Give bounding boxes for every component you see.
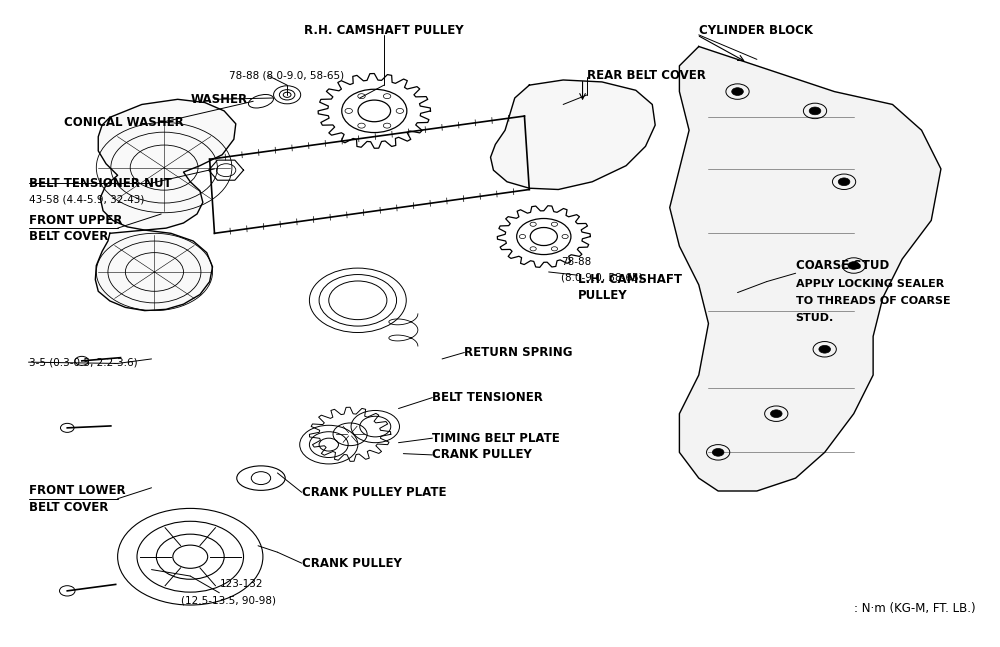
Text: BELT COVER: BELT COVER: [29, 230, 108, 243]
Text: : N·m (KG-M, FT. LB.): : N·m (KG-M, FT. LB.): [854, 602, 975, 615]
Text: CRANK PULLEY PLATE: CRANK PULLEY PLATE: [302, 486, 446, 499]
Circle shape: [809, 107, 821, 115]
Circle shape: [770, 410, 782, 417]
Polygon shape: [95, 230, 213, 311]
Polygon shape: [98, 99, 236, 230]
Text: TIMING BELT PLATE: TIMING BELT PLATE: [432, 432, 560, 444]
Text: R.H. CAMSHAFT PULLEY: R.H. CAMSHAFT PULLEY: [304, 24, 464, 37]
Text: RETURN SPRING: RETURN SPRING: [464, 346, 573, 359]
Text: COARSE STUD: COARSE STUD: [796, 259, 889, 272]
Text: PULLEY: PULLEY: [578, 289, 627, 302]
Text: CYLINDER BLOCK: CYLINDER BLOCK: [699, 24, 813, 37]
Text: STUD.: STUD.: [796, 313, 834, 324]
Text: CRANK PULLEY: CRANK PULLEY: [302, 556, 402, 569]
Text: BELT TENSIONER: BELT TENSIONER: [432, 391, 543, 404]
Text: BELT COVER: BELT COVER: [29, 501, 108, 514]
Text: FRONT UPPER: FRONT UPPER: [29, 214, 122, 227]
Text: 123-132: 123-132: [219, 580, 263, 589]
Text: L.H. CAMSHAFT: L.H. CAMSHAFT: [578, 273, 682, 286]
Polygon shape: [670, 47, 941, 491]
Text: FRONT LOWER: FRONT LOWER: [29, 485, 125, 498]
Text: (12.5-13.5, 90-98): (12.5-13.5, 90-98): [181, 595, 276, 606]
Text: 43-58 (4.4-5.9, 32-43): 43-58 (4.4-5.9, 32-43): [29, 195, 144, 205]
Text: (8.0-9.0, 58-65): (8.0-9.0, 58-65): [561, 272, 643, 282]
Circle shape: [848, 261, 860, 269]
Polygon shape: [491, 80, 655, 190]
Text: 3-5 (0.3-0.5, 2.2-3.6): 3-5 (0.3-0.5, 2.2-3.6): [29, 357, 137, 367]
Circle shape: [819, 345, 831, 353]
Circle shape: [838, 178, 850, 186]
Text: CONICAL WASHER: CONICAL WASHER: [64, 116, 184, 129]
Circle shape: [732, 88, 743, 96]
Text: 78-88: 78-88: [561, 258, 591, 267]
Text: 78-88 (8.0-9.0, 58-65): 78-88 (8.0-9.0, 58-65): [229, 71, 344, 80]
Text: CRANK PULLEY: CRANK PULLEY: [432, 448, 532, 461]
Circle shape: [712, 448, 724, 456]
Text: BELT TENSIONER NUT: BELT TENSIONER NUT: [29, 177, 171, 190]
Text: APPLY LOCKING SEALER: APPLY LOCKING SEALER: [796, 279, 944, 289]
Text: WASHER: WASHER: [190, 93, 247, 106]
Text: TO THREADS OF COARSE: TO THREADS OF COARSE: [796, 296, 950, 306]
Text: REAR BELT COVER: REAR BELT COVER: [587, 69, 706, 82]
